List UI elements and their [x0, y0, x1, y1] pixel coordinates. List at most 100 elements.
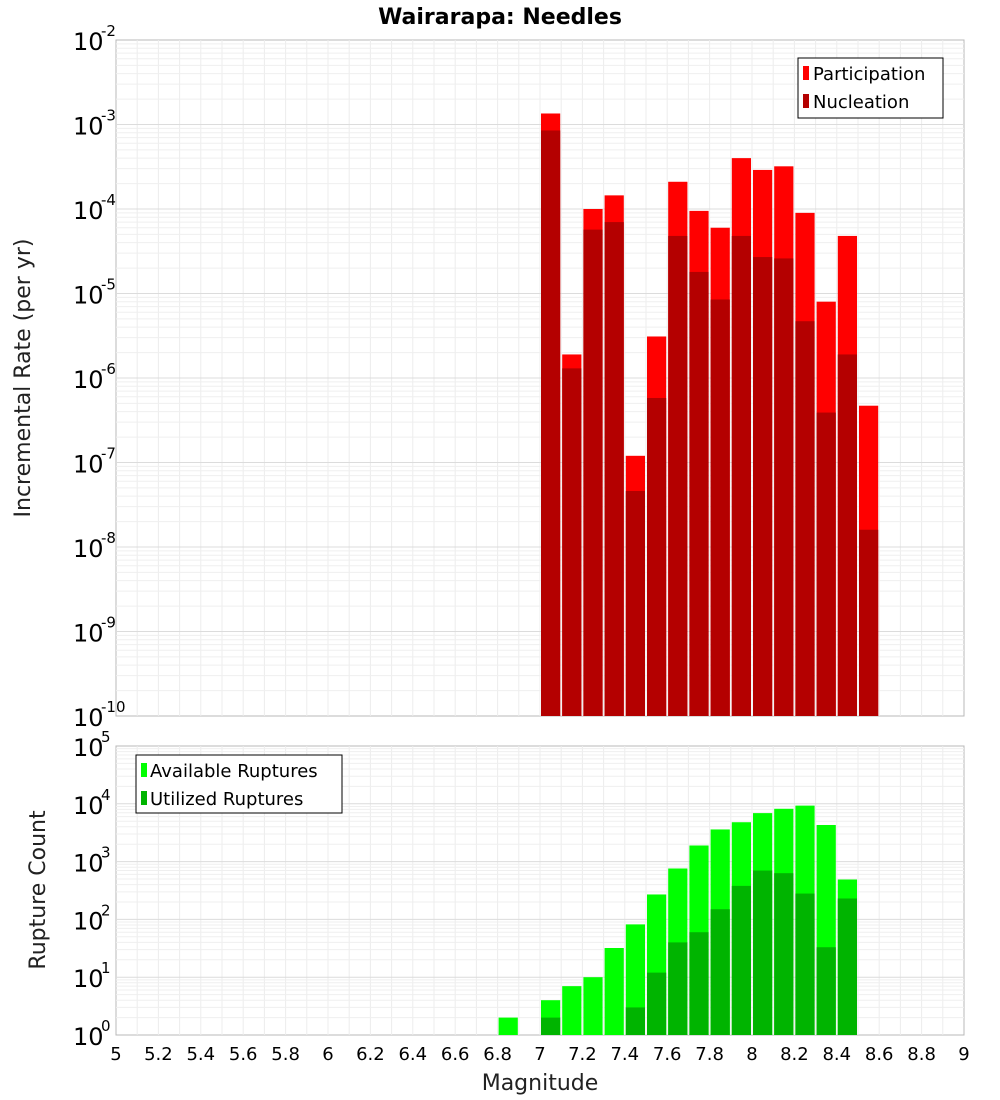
count-bars: [498, 805, 857, 1035]
count-legend: Available Ruptures Utilized Ruptures: [135, 754, 343, 814]
x-tick-label: 6.2: [356, 1044, 385, 1065]
svg-text:-4: -4: [101, 191, 116, 209]
nucleation-bar: [647, 397, 667, 716]
x-tick-label: 5.8: [271, 1044, 300, 1065]
count-y-tick-label: 103: [73, 844, 111, 878]
x-tick-label: 7.6: [653, 1044, 682, 1065]
utilized-ruptures-bar: [753, 870, 773, 1035]
nucleation-bar: [541, 130, 561, 716]
x-axis-label: Magnitude: [482, 1071, 599, 1096]
nucleation-bar: [837, 354, 857, 716]
x-tick-label: 9: [958, 1044, 969, 1065]
svg-text:5: 5: [101, 728, 111, 746]
x-tick-label: 5.2: [144, 1044, 173, 1065]
svg-text:2: 2: [101, 901, 111, 919]
nucleation-bar: [604, 222, 624, 716]
svg-text:10: 10: [73, 28, 104, 56]
svg-text:10: 10: [73, 282, 104, 310]
utilized-ruptures-bar: [795, 893, 815, 1035]
utilized-ruptures-bar: [689, 932, 709, 1035]
rate-y-tick-label: 10-7: [73, 445, 116, 479]
legend-label-utilized-ruptures: Utilized Ruptures: [150, 789, 303, 810]
svg-text:10: 10: [73, 451, 104, 479]
nucleation-bar: [859, 529, 879, 716]
svg-text:10: 10: [73, 704, 104, 732]
x-tick-label: 6.4: [398, 1044, 427, 1065]
nucleation-bar: [583, 229, 603, 716]
x-tick-label: 8.8: [907, 1044, 936, 1065]
x-tick-label: 5.6: [229, 1044, 258, 1065]
legend-swatch-available-ruptures: [141, 763, 147, 777]
x-tick-label: 5: [110, 1044, 121, 1065]
nucleation-bar: [753, 257, 773, 716]
svg-text:10: 10: [73, 1023, 104, 1051]
legend-label-participation: Participation: [813, 64, 925, 85]
legend-label-available-ruptures: Available Ruptures: [150, 761, 318, 782]
count-y-tick-label: 102: [73, 901, 111, 935]
svg-text:10: 10: [73, 113, 104, 141]
svg-text:-9: -9: [101, 614, 116, 632]
nucleation-bar: [689, 271, 709, 716]
available-ruptures-bar: [562, 986, 582, 1035]
nucleation-bar: [668, 235, 688, 716]
x-tick-label: 7: [534, 1044, 545, 1065]
legend-label-nucleation: Nucleation: [813, 92, 909, 113]
utilized-ruptures-bar: [710, 909, 730, 1035]
x-tick-label: 8.2: [780, 1044, 809, 1065]
available-ruptures-bar: [625, 924, 645, 1035]
count-legend-box: [135, 754, 343, 814]
svg-text:-7: -7: [101, 445, 116, 463]
rate-legend-box: [797, 57, 944, 119]
rate-y-tick-label: 10-3: [73, 107, 116, 141]
legend-swatch-utilized-ruptures: [141, 791, 147, 805]
nucleation-bar: [774, 258, 794, 716]
rate-y-tick-label: 10-4: [73, 191, 116, 225]
svg-text:0: 0: [101, 1017, 111, 1035]
rate-gridlines: [116, 40, 964, 716]
svg-text:1: 1: [101, 959, 111, 977]
x-tick-label: 7.8: [695, 1044, 724, 1065]
x-tick-label: 5.4: [186, 1044, 215, 1065]
utilized-ruptures-bar: [541, 1017, 561, 1035]
count-y-tick-label: 100: [73, 1017, 111, 1051]
available-ruptures-bar: [604, 948, 624, 1035]
rate-y-tick-label: 10-5: [73, 276, 116, 310]
chart-title: Wairarapa: Needles: [378, 5, 622, 30]
x-tick-label: 8.4: [822, 1044, 851, 1065]
svg-text:10: 10: [73, 850, 104, 878]
rate-bars: [541, 113, 879, 717]
svg-text:10: 10: [73, 907, 104, 935]
count-y-tick-label: 101: [73, 959, 111, 993]
nucleation-bar: [710, 299, 730, 716]
svg-text:10: 10: [73, 792, 104, 820]
utilized-ruptures-bar: [668, 942, 688, 1035]
svg-text:10: 10: [73, 366, 104, 394]
svg-text:-8: -8: [101, 529, 116, 547]
svg-text:10: 10: [73, 734, 104, 762]
rate-y-tick-label: 10-6: [73, 360, 116, 394]
x-tick-label: 7.2: [568, 1044, 597, 1065]
svg-text:10: 10: [73, 535, 104, 563]
nucleation-bar: [731, 235, 751, 716]
utilized-ruptures-bar: [774, 873, 794, 1035]
rate-y-tick-label: 10-8: [73, 529, 116, 563]
svg-text:10: 10: [73, 965, 104, 993]
svg-text:-6: -6: [101, 360, 116, 378]
rate-y-tick-label: 10-2: [73, 22, 116, 56]
svg-text:10: 10: [73, 620, 104, 648]
available-ruptures-bar: [583, 977, 603, 1035]
legend-swatch-participation: [803, 66, 809, 80]
count-y-tick-label: 105: [73, 728, 111, 762]
x-tick-label: 7.4: [610, 1044, 639, 1065]
x-axis-tick-labels: 5 5.2 5.4 5.6 5.8 6 6.2 6.4 6.6 6.8 7 7.2 7.4 7.6 7.8 8…: [110, 1044, 969, 1065]
count-y-tick-label: 104: [73, 786, 111, 820]
utilized-ruptures-bar: [625, 1007, 645, 1035]
nucleation-bar: [562, 368, 582, 716]
svg-text:4: 4: [101, 786, 111, 804]
x-tick-label: 6.8: [483, 1044, 512, 1065]
